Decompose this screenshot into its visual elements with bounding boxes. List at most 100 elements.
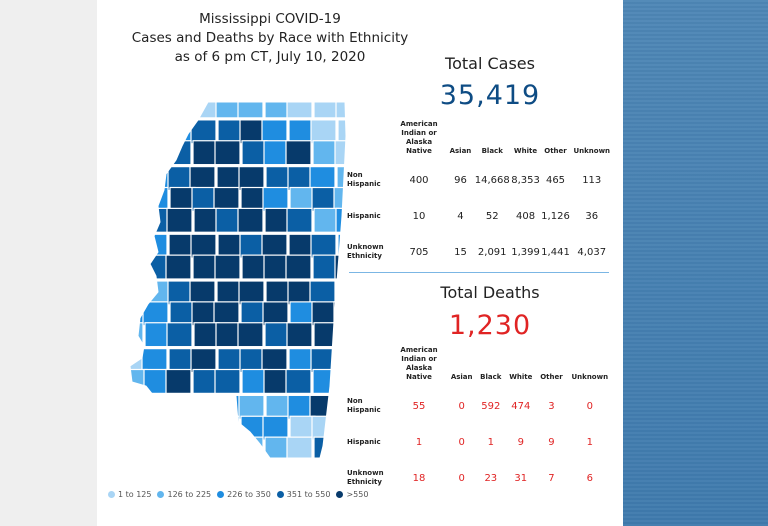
table-cell: 4 bbox=[457, 210, 464, 222]
table-cell: 4,037 bbox=[577, 246, 607, 258]
column-header: American Indian or Alaska Native bbox=[400, 120, 438, 155]
row-label: Hispanic bbox=[347, 211, 381, 220]
table-cell: 55 bbox=[412, 400, 426, 412]
county-tile bbox=[193, 207, 220, 233]
county-tile bbox=[193, 436, 220, 458]
county-tile bbox=[143, 140, 170, 166]
county-tile bbox=[215, 436, 242, 458]
deaths-table: American Indian or Alaska Native Asian B… bbox=[347, 346, 613, 496]
table-cell: 1,399 bbox=[511, 246, 540, 258]
column-header: Asian bbox=[449, 147, 472, 155]
county-tile bbox=[286, 436, 313, 458]
row-label-header bbox=[347, 120, 391, 162]
row-label: Hispanic bbox=[347, 437, 381, 446]
county-tile bbox=[165, 254, 192, 280]
county-tile bbox=[312, 140, 339, 166]
total-deaths-number: 1,230 bbox=[448, 310, 532, 341]
county-tile bbox=[165, 140, 192, 166]
table-cell: 1 bbox=[487, 436, 494, 448]
county-tile bbox=[285, 368, 312, 394]
column-header: Unknown bbox=[571, 373, 609, 381]
county-tile bbox=[214, 254, 241, 280]
table-cell: 1,126 bbox=[541, 210, 570, 222]
legend-item: 126 to 225 bbox=[157, 490, 211, 499]
table-cell: 15 bbox=[454, 246, 467, 258]
table-cell: 52 bbox=[485, 210, 499, 222]
county-tile bbox=[144, 436, 171, 458]
table-cell: 400 bbox=[409, 174, 429, 186]
total-deaths-heading: Total Deaths bbox=[440, 283, 540, 302]
county-tile bbox=[141, 119, 168, 145]
county-tile bbox=[241, 254, 268, 280]
table-cell: 96 bbox=[454, 174, 467, 186]
title-line-1: Mississippi COVID-19 bbox=[199, 11, 341, 27]
county-tile bbox=[130, 394, 145, 420]
county-tile bbox=[237, 436, 264, 458]
county-tile bbox=[333, 301, 346, 327]
table-row: Non Hispanic 55 0 592 474 3 0 bbox=[347, 388, 613, 424]
county-tile bbox=[215, 102, 242, 119]
county-tile bbox=[334, 140, 346, 166]
column-header: Other bbox=[544, 147, 567, 155]
county-tile bbox=[130, 119, 146, 145]
table-cell: 36 bbox=[585, 210, 599, 222]
county-tile bbox=[130, 102, 144, 119]
county-tile bbox=[130, 166, 145, 192]
column-header: Unknown bbox=[573, 147, 611, 155]
legend-dot-4 bbox=[276, 491, 284, 498]
county-tile bbox=[215, 322, 242, 348]
table-row: Unknown Ethnicity 705 15 2,091 1,399 1,4… bbox=[347, 234, 613, 270]
county-tile bbox=[145, 394, 172, 420]
decorative-side-strip bbox=[623, 0, 768, 526]
county-tile bbox=[165, 368, 192, 394]
table-cell: 10 bbox=[412, 210, 426, 222]
county-tile bbox=[241, 140, 268, 166]
county-tile bbox=[264, 322, 291, 348]
county-tile bbox=[193, 322, 220, 348]
county-tile bbox=[285, 254, 312, 280]
column-header: Asian bbox=[450, 373, 473, 381]
legend-item: 226 to 350 bbox=[217, 490, 271, 499]
mississippi-county-map bbox=[129, 101, 347, 459]
table-cell: 1,441 bbox=[541, 246, 570, 258]
county-tile bbox=[192, 368, 219, 394]
county-tile bbox=[130, 368, 148, 394]
column-header: Other bbox=[540, 373, 563, 381]
total-cases-number: 35,419 bbox=[439, 80, 541, 111]
county-tile bbox=[313, 322, 340, 348]
table-cell: 31 bbox=[514, 472, 528, 484]
legend-item: 1 to 125 bbox=[108, 490, 151, 499]
left-gutter bbox=[0, 0, 97, 526]
legend-dot-5 bbox=[336, 491, 344, 498]
county-tile bbox=[130, 186, 147, 212]
county-tile bbox=[166, 436, 193, 458]
county-tile bbox=[214, 368, 241, 394]
row-label: Unknown Ethnicity bbox=[347, 243, 384, 260]
table-cell: 0 bbox=[586, 400, 593, 412]
county-tile bbox=[312, 368, 339, 394]
table-cell: 23 bbox=[484, 472, 498, 484]
county-tile bbox=[130, 207, 144, 233]
table-cell: 0 bbox=[458, 400, 465, 412]
column-header: Black bbox=[481, 147, 503, 155]
table-cell: 9 bbox=[517, 436, 524, 448]
county-tile bbox=[312, 254, 339, 280]
column-header: White bbox=[509, 373, 533, 381]
table-row: Hispanic 10 4 52 408 1,126 36 bbox=[347, 198, 613, 234]
table-cell: 592 bbox=[481, 400, 501, 412]
county-tile bbox=[144, 322, 171, 348]
county-tile bbox=[189, 394, 216, 420]
county-tile bbox=[237, 102, 264, 119]
county-tile bbox=[213, 415, 240, 441]
county-tile bbox=[130, 280, 145, 306]
county-tile bbox=[286, 322, 313, 348]
county-tile bbox=[263, 254, 290, 280]
county-tile bbox=[237, 207, 264, 233]
county-tile bbox=[286, 207, 313, 233]
county-tile bbox=[263, 368, 290, 394]
county-tile bbox=[192, 140, 219, 166]
table-row: Hispanic 1 0 1 9 9 1 bbox=[347, 424, 613, 460]
table-cell: 3 bbox=[548, 400, 555, 412]
row-label: Unknown Ethnicity bbox=[347, 469, 384, 486]
county-tile bbox=[130, 140, 148, 166]
